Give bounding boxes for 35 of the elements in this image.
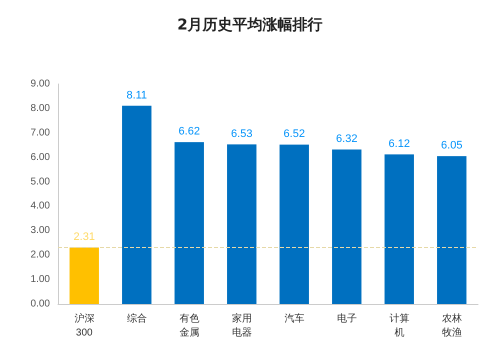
y-tick-label: 9.00 [30,78,50,90]
x-tick-label: 综合 [126,312,147,324]
data-label: 6.32 [336,133,358,146]
y-tick-label: 8.00 [30,102,50,114]
y-tick-label: 3.00 [30,225,50,236]
x-tick-label: 计算机 [389,312,410,338]
y-tick-label: 5.00 [30,176,50,188]
y-tick-label: 1.00 [30,274,50,286]
data-label: 6.05 [441,140,462,152]
bar [280,144,309,304]
x-tick-label: 沪深300 [74,312,94,338]
y-tick-label: 6.00 [30,152,50,163]
x-tick-label: 汽车 [284,312,304,324]
x-tick-label: 电子 [336,312,357,324]
data-label: 6.62 [178,126,200,138]
data-label: 6.53 [231,128,252,140]
data-label: 6.52 [284,128,305,140]
bar [227,144,256,304]
y-tick-label: 4.00 [30,200,50,212]
y-tick-label: 2.00 [30,250,50,261]
x-tick-label: 家用电器 [232,312,252,338]
x-tick-label: 农林牧渔 [442,312,462,338]
bar [174,142,204,304]
chart-title: 2月历史平均涨幅排行 [177,16,323,34]
y-tick-label: 0.00 [30,298,50,310]
data-label: 8.11 [126,89,148,102]
bar [384,154,414,304]
y-tick-label: 7.00 [30,127,50,138]
bar [332,150,362,304]
bar [70,248,99,304]
data-label: 2.31 [74,231,95,244]
bar [122,106,152,304]
bar [437,156,466,304]
x-tick-label: 有色金属 [179,312,200,338]
data-label: 6.12 [388,138,410,150]
